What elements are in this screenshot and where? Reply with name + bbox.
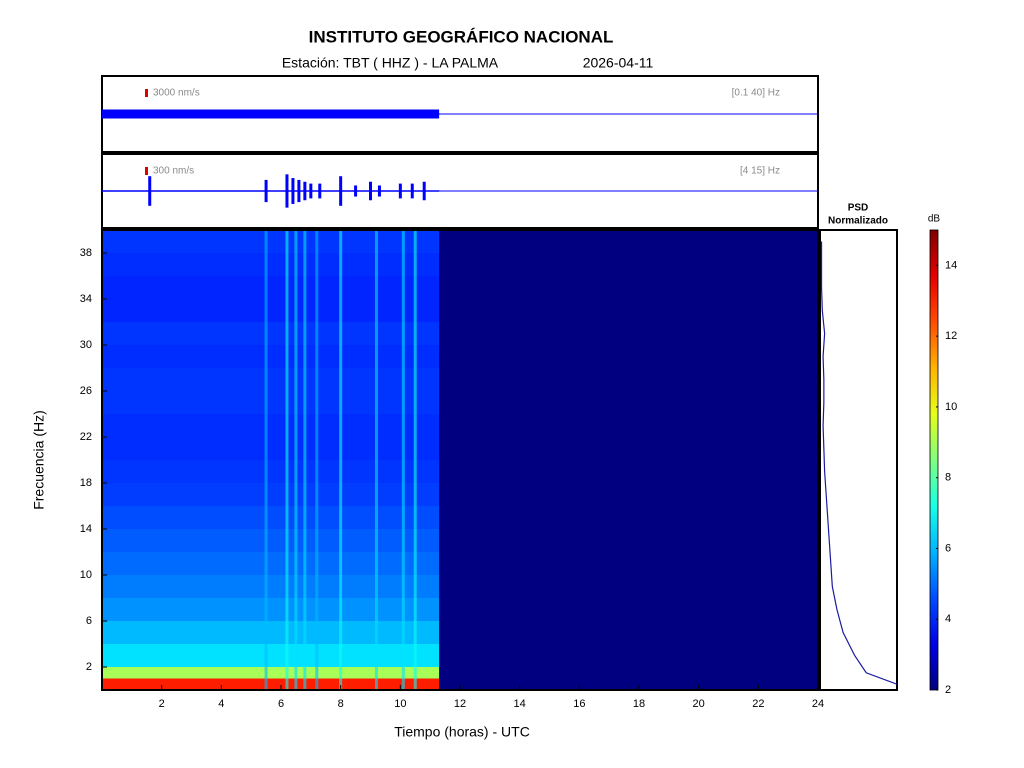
- y-axis-label: Frecuencia (Hz): [31, 410, 47, 510]
- y-tick-label: 22: [80, 431, 92, 443]
- spectrogram-band: [102, 322, 440, 345]
- y-tick-label: 34: [80, 293, 92, 305]
- scale-bar: [145, 167, 148, 175]
- colorbar-tick-label: 8: [945, 472, 951, 484]
- y-tick-label: 10: [80, 569, 92, 581]
- spectrogram-band: [102, 414, 440, 437]
- spectrogram-band: [102, 678, 440, 690]
- spectrogram-event: [401, 230, 405, 690]
- psd-panel: [819, 229, 898, 691]
- date: 2026-04-11: [583, 55, 654, 71]
- x-tick-label: 12: [454, 698, 466, 710]
- y-tick-label: 6: [86, 615, 92, 627]
- trace-band: [0.1 40] Hz: [732, 88, 780, 99]
- spectrogram-band: [102, 253, 440, 276]
- trace-scale: 300 nm/s: [153, 166, 194, 177]
- colorbar-tick-label: 6: [945, 542, 951, 554]
- spectrogram-band: [102, 345, 440, 368]
- subtitle: Estación: TBT ( HHZ ) - LA PALMA: [282, 55, 499, 71]
- psd-subtitle: Normalizado: [828, 216, 888, 227]
- spectrogram-band: [102, 621, 440, 644]
- spectrogram-band: [102, 368, 440, 391]
- trace-scale: 3000 nm/s: [153, 88, 200, 99]
- spectrogram-band: [102, 230, 440, 253]
- spectrogram-event: [285, 230, 289, 690]
- spectrogram-band: [102, 667, 440, 679]
- y-tick-label: 18: [80, 477, 92, 489]
- spectrogram-band: [102, 391, 440, 414]
- x-tick-label: 4: [218, 698, 224, 710]
- spectrogram-band: [102, 644, 440, 667]
- spectrogram-band: [102, 598, 440, 621]
- y-tick-label: 26: [80, 385, 92, 397]
- y-tick-label: 30: [80, 339, 92, 351]
- colorbar-tick-label: 12: [945, 330, 957, 342]
- scale-bar: [145, 89, 148, 97]
- spectrogram-band: [102, 437, 440, 460]
- colorbar-label: dB: [928, 214, 941, 225]
- spectrogram-band: [102, 299, 440, 322]
- x-tick-label: 18: [633, 698, 645, 710]
- x-tick-label: 8: [338, 698, 344, 710]
- psd-title: PSD: [848, 203, 869, 214]
- colorbar-tick-label: 4: [945, 613, 951, 625]
- spectrogram-band: [102, 575, 440, 598]
- spectrogram-band: [102, 506, 440, 529]
- trace-band: [4 15] Hz: [740, 166, 780, 177]
- spectrogram-band: [102, 460, 440, 483]
- spectrogram-event: [413, 230, 417, 690]
- x-tick-label: 14: [514, 698, 526, 710]
- x-tick-label: 10: [394, 698, 406, 710]
- y-tick-label: 14: [80, 523, 92, 535]
- spectrogram-band: [102, 552, 440, 575]
- spectrogram-event: [303, 230, 307, 690]
- spectrogram-event: [374, 230, 378, 690]
- x-tick-label: 6: [278, 698, 284, 710]
- colorbar-tick-label: 14: [945, 259, 957, 271]
- spectrogram-event: [264, 230, 268, 690]
- x-tick-label: 2: [159, 698, 165, 710]
- x-tick-label: 16: [573, 698, 585, 710]
- colorbar: [929, 229, 939, 691]
- title: INSTITUTO GEOGRÁFICO NACIONAL: [309, 27, 614, 46]
- spectrogram-band: [102, 276, 440, 299]
- spectrogram-event: [315, 230, 319, 690]
- x-axis-label: Tiempo (horas) - UTC: [394, 724, 530, 740]
- x-tick-label: 22: [752, 698, 764, 710]
- psd-line: [820, 241, 898, 685]
- spectrogram-band: [102, 529, 440, 552]
- x-tick-label: 20: [693, 698, 705, 710]
- spectrogram-event: [294, 230, 298, 690]
- spectrogram-band: [102, 483, 440, 506]
- y-tick-label: 2: [86, 661, 92, 673]
- x-tick-label: 24: [812, 698, 824, 710]
- colorbar-tick-label: 2: [945, 684, 951, 696]
- colorbar-tick-label: 10: [945, 401, 957, 413]
- y-tick-label: 38: [80, 247, 92, 259]
- spectrogram-event: [339, 230, 343, 690]
